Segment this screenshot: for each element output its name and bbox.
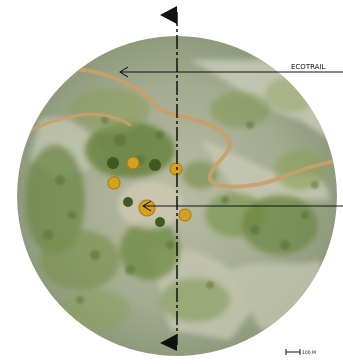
- scale-bar: 100 M: [285, 349, 316, 356]
- site-leader-line: [142, 200, 343, 212]
- trail-paths: [18, 66, 337, 189]
- trail-leader-line: [119, 66, 343, 78]
- trail-arrow-left-icon: [119, 66, 129, 78]
- site-arrow-left-icon: [142, 200, 152, 212]
- autumn-trees: [107, 156, 192, 222]
- evergreen-trees: [107, 157, 165, 227]
- north-flag-icon: [160, 6, 177, 24]
- aerial-terrain: [17, 36, 337, 356]
- scale-label: 100 M: [302, 350, 316, 356]
- trail-label: ECOTRAIL: [291, 63, 326, 71]
- south-flag-icon: [160, 334, 177, 351]
